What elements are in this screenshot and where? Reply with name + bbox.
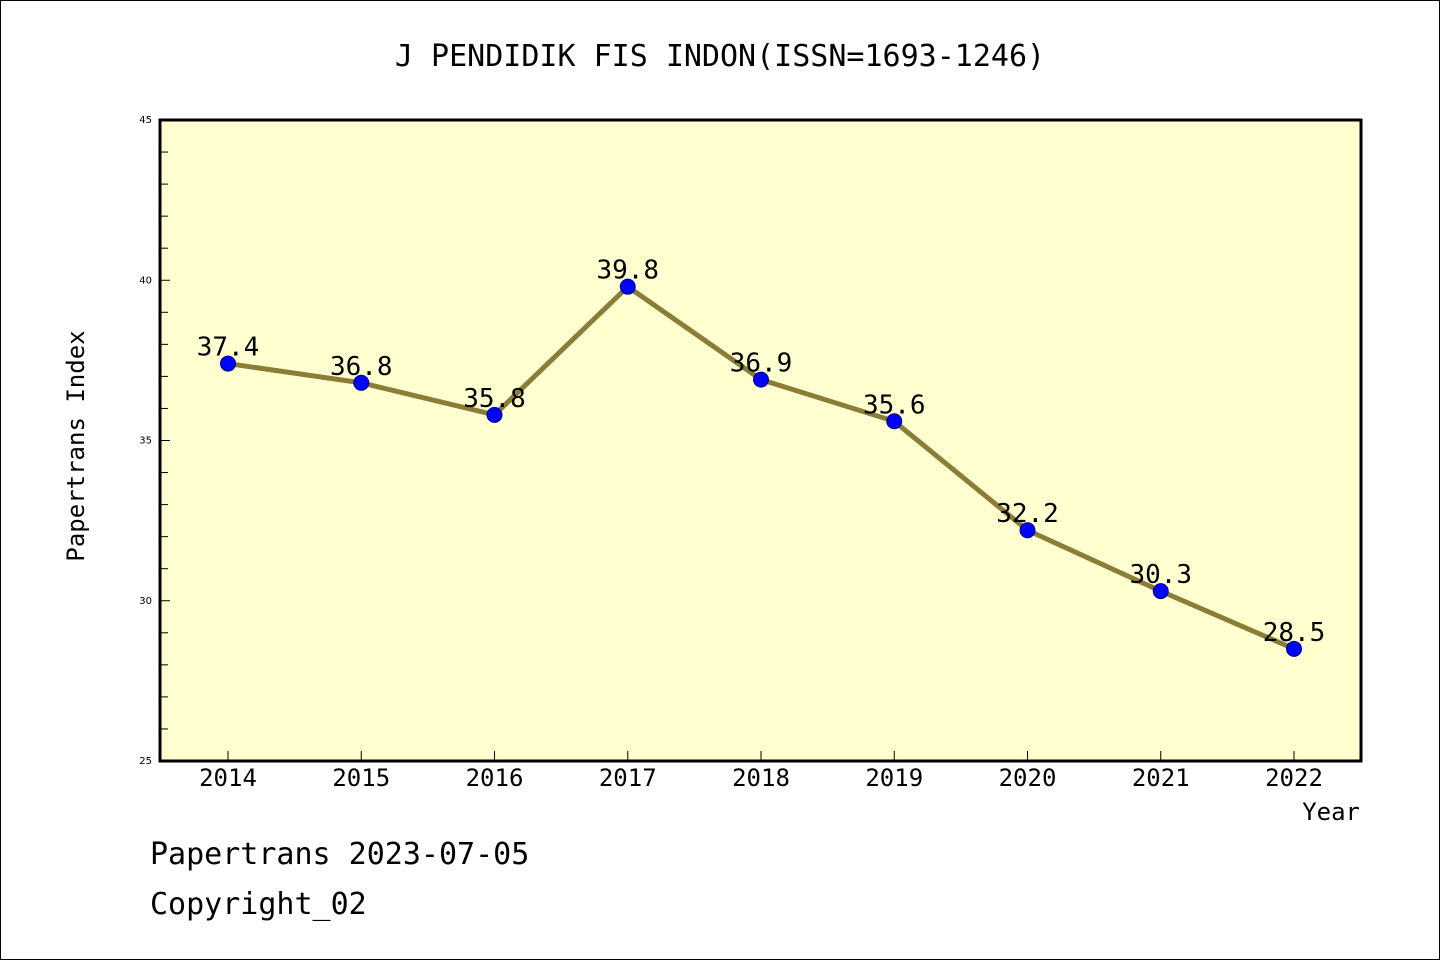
y-axis-label: Papertrans Index (62, 330, 90, 561)
x-tick-label: 2018 (732, 764, 790, 792)
y-tick-label: 40 (139, 275, 152, 286)
data-label: 36.8 (330, 352, 393, 382)
y-tick-label: 35 (139, 436, 152, 447)
data-point (220, 355, 236, 372)
data-label: 30.3 (1129, 560, 1192, 590)
data-label: 35.8 (463, 384, 526, 414)
data-point (353, 374, 370, 391)
x-tick-label: 2020 (999, 764, 1057, 792)
x-tick-label: 2019 (865, 764, 923, 792)
data-labels-group: 37.4 36.8 35.8 39.8 36.9 35.6 32.2 30.3 28.5 (197, 256, 1326, 648)
y-tick-label: 25 (139, 756, 152, 767)
y-axis: 25 30 35 40 45 (139, 115, 170, 767)
y-tick-label: 45 (139, 115, 152, 126)
data-label: 37.4 (197, 333, 260, 363)
x-tick-label: 2014 (199, 764, 257, 792)
footer-copyright: Copyright_02 (150, 887, 367, 922)
data-point (1286, 640, 1302, 657)
data-point (1152, 583, 1169, 600)
x-tick-label: 2017 (599, 764, 657, 792)
x-axis-label: Year (1302, 798, 1360, 826)
data-point (753, 371, 769, 388)
data-label: 28.5 (1263, 618, 1326, 648)
x-tick-label: 2022 (1265, 764, 1323, 792)
data-point (486, 406, 503, 423)
x-axis: 2014 2015 2016 2017 2018 2019 2020 2021 2022 (199, 751, 1323, 792)
plot-area (158, 118, 1363, 763)
x-tick-label: 2021 (1132, 764, 1190, 792)
data-label: 35.6 (863, 390, 926, 420)
data-label: 39.8 (596, 256, 659, 286)
data-point (619, 278, 636, 295)
x-tick-label: 2015 (332, 764, 390, 792)
footer-date: Papertrans 2023-07-05 (150, 837, 529, 872)
y-tick-label: 30 (139, 596, 152, 607)
data-label: 36.9 (730, 349, 793, 379)
markers-group (220, 278, 1302, 657)
x-tick-label: 2016 (466, 764, 524, 792)
data-point (886, 413, 903, 430)
data-point (1019, 522, 1036, 539)
chart-title: J PENDIDIK FIS INDON(ISSN=1693-1246) (395, 39, 1045, 74)
data-label: 32.2 (996, 499, 1059, 529)
